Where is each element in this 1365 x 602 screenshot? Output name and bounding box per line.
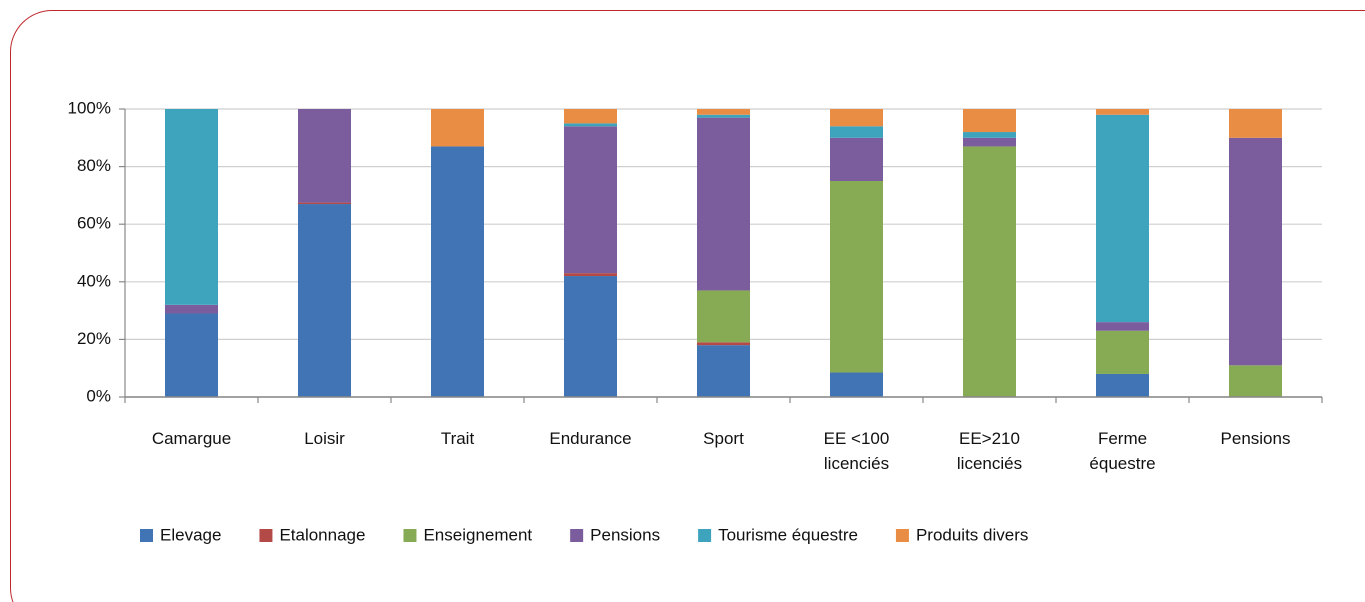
y-tick-label: 80%: [77, 156, 111, 175]
bar-segment: [697, 290, 750, 343]
bar-segment: [963, 109, 1016, 133]
bar-segment: [431, 109, 484, 147]
bar-segment: [298, 202, 351, 205]
x-tick-label: Endurance: [549, 429, 632, 448]
x-tick-label: EE>210 licenciés: [956, 429, 1023, 473]
x-tick-label: Loisir: [304, 429, 345, 448]
bar-segment: [564, 273, 617, 277]
x-tick-label: Trait: [440, 429, 475, 448]
x-tick-label: Camargue: [151, 429, 232, 448]
legend-swatch: [140, 529, 153, 542]
bar-segment: [1229, 137, 1282, 366]
y-tick-label: 0%: [86, 386, 111, 405]
y-tick-label: 60%: [77, 214, 111, 233]
bar-segment: [1096, 373, 1149, 397]
legend-label: Elevage: [160, 525, 221, 544]
legend-swatch: [403, 529, 417, 542]
bar-segment: [1229, 365, 1282, 397]
bar-segment: [963, 146, 1016, 397]
x-tick-label: EE <100 licenciés: [823, 429, 890, 473]
x-tick-label: Ferme équestre: [1089, 429, 1156, 473]
bar-segment: [830, 137, 883, 181]
bar-segment: [564, 123, 617, 127]
bar-segment: [697, 114, 750, 118]
bar-segment: [963, 132, 1016, 138]
bar-segment: [697, 342, 750, 346]
legend-label: Tourisme équestre: [718, 525, 858, 544]
legend-swatch: [570, 529, 584, 542]
x-tick-label: Sport: [703, 429, 744, 448]
y-tick-label: 100%: [68, 98, 111, 117]
legend-swatch: [895, 529, 909, 542]
bar-segment: [431, 146, 484, 397]
bar-segment: [830, 372, 883, 397]
bar-segment: [1096, 322, 1149, 331]
legend-label: Etalonnage: [279, 525, 365, 544]
x-tick-label: Pensions: [1220, 429, 1291, 448]
bar-segment: [963, 137, 1016, 147]
bar-segment: [697, 109, 750, 115]
bar-segment: [830, 126, 883, 138]
bar-segment: [830, 109, 883, 127]
legend-swatch: [698, 529, 712, 542]
bar-segment: [1096, 114, 1149, 323]
bar-segment: [564, 109, 617, 124]
bar-segment: [165, 313, 218, 397]
bar-segment: [697, 117, 750, 291]
bar-segment: [165, 109, 218, 305]
bar-segment: [298, 109, 351, 203]
bar-segment: [1096, 109, 1149, 115]
frame: [10, 10, 1365, 602]
bar-segment: [830, 181, 883, 373]
y-tick-label: 40%: [77, 271, 111, 290]
legend-label: Produits divers: [916, 525, 1028, 544]
y-tick-label: 20%: [77, 329, 111, 348]
bar-segment: [298, 204, 351, 397]
bar-segment: [564, 126, 617, 274]
bar-segment: [165, 304, 218, 314]
bar-segment: [1096, 330, 1149, 374]
legend-label: Pensions: [590, 525, 660, 544]
bar-segment: [1229, 109, 1282, 138]
bar-segment: [564, 276, 617, 397]
legend-label: Enseignement: [423, 525, 532, 544]
legend-swatch: [259, 529, 273, 542]
bar-segment: [697, 345, 750, 397]
